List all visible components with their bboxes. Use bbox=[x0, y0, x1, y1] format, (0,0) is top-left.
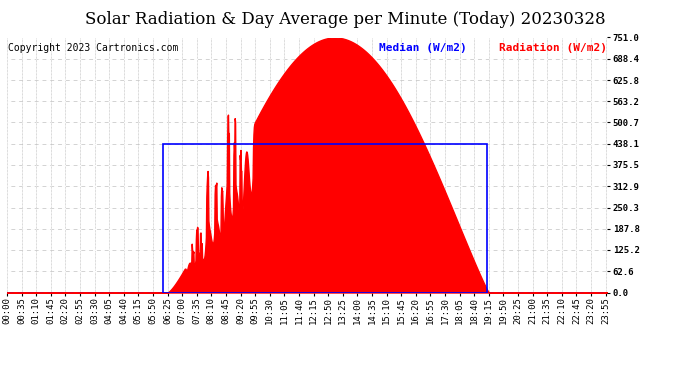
Text: Copyright 2023 Cartronics.com: Copyright 2023 Cartronics.com bbox=[8, 43, 178, 52]
Text: Solar Radiation & Day Average per Minute (Today) 20230328: Solar Radiation & Day Average per Minute… bbox=[85, 11, 605, 28]
Bar bbox=[164, 144, 486, 292]
Text: Radiation (W/m2): Radiation (W/m2) bbox=[499, 43, 607, 52]
Text: Median (W/m2): Median (W/m2) bbox=[379, 43, 467, 52]
